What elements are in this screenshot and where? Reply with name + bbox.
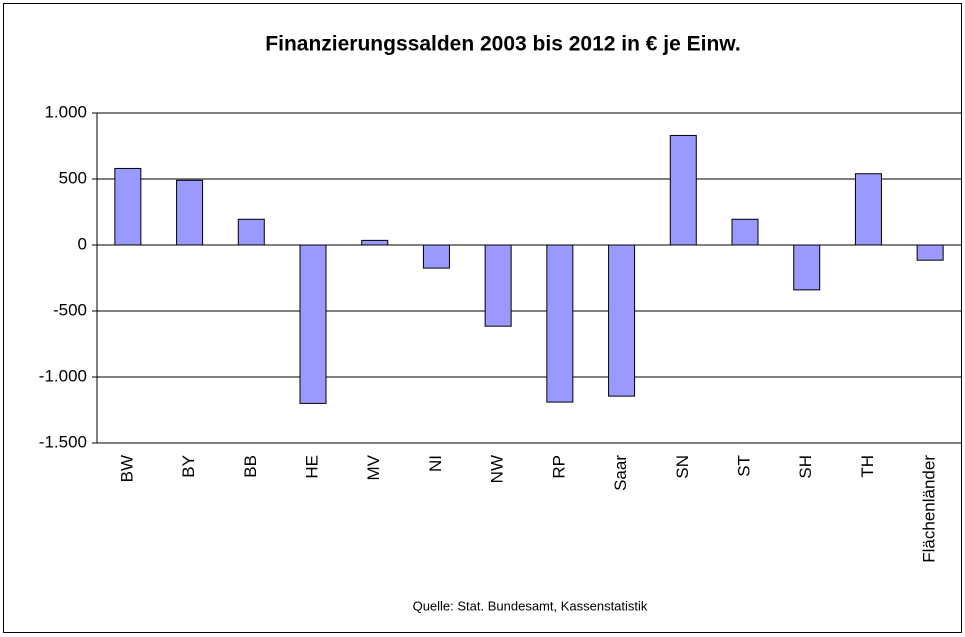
bar bbox=[793, 244, 821, 291]
y-tick-label: 500 bbox=[59, 168, 87, 187]
y-tick-label: 1.000 bbox=[44, 102, 87, 121]
bar bbox=[176, 179, 204, 246]
x-tick-label: SH bbox=[796, 455, 815, 479]
x-tick-label: Flächenländer bbox=[920, 455, 939, 563]
x-tick-label: BB bbox=[241, 455, 260, 478]
x-tick-label: Saar bbox=[611, 455, 630, 491]
bar bbox=[854, 173, 882, 246]
bar bbox=[731, 218, 759, 246]
y-tick-label: -500 bbox=[53, 300, 87, 319]
x-tick-label: SN bbox=[673, 455, 692, 479]
x-tick-label: TH bbox=[858, 455, 877, 478]
chart-border bbox=[3, 3, 962, 633]
x-tick-label: RP bbox=[549, 455, 568, 479]
y-tick-label: -1.500 bbox=[39, 432, 87, 451]
bar bbox=[237, 218, 265, 246]
bar bbox=[608, 244, 636, 397]
x-tick-label: BY bbox=[179, 455, 198, 478]
x-tick-label: MV bbox=[364, 454, 383, 480]
bar bbox=[669, 134, 697, 246]
y-tick-label: -1.000 bbox=[39, 366, 87, 385]
x-tick-label: BW bbox=[117, 455, 136, 482]
source-note: Quelle: Stat. Bundesamt, Kassenstatistik bbox=[413, 598, 648, 613]
x-tick-label: NW bbox=[488, 455, 507, 483]
bar bbox=[484, 244, 512, 327]
bar bbox=[916, 244, 944, 261]
x-tick-label: NI bbox=[426, 455, 445, 472]
x-tick-label: HE bbox=[302, 455, 321, 479]
bar bbox=[546, 244, 574, 403]
chart-title: Finanzierungssalden 2003 bis 2012 in € j… bbox=[265, 33, 740, 56]
y-tick-label: 0 bbox=[78, 234, 87, 253]
bar bbox=[114, 167, 142, 246]
x-tick-label: ST bbox=[734, 455, 753, 477]
bar bbox=[361, 239, 389, 246]
bar bbox=[299, 244, 327, 404]
bar bbox=[422, 244, 450, 269]
